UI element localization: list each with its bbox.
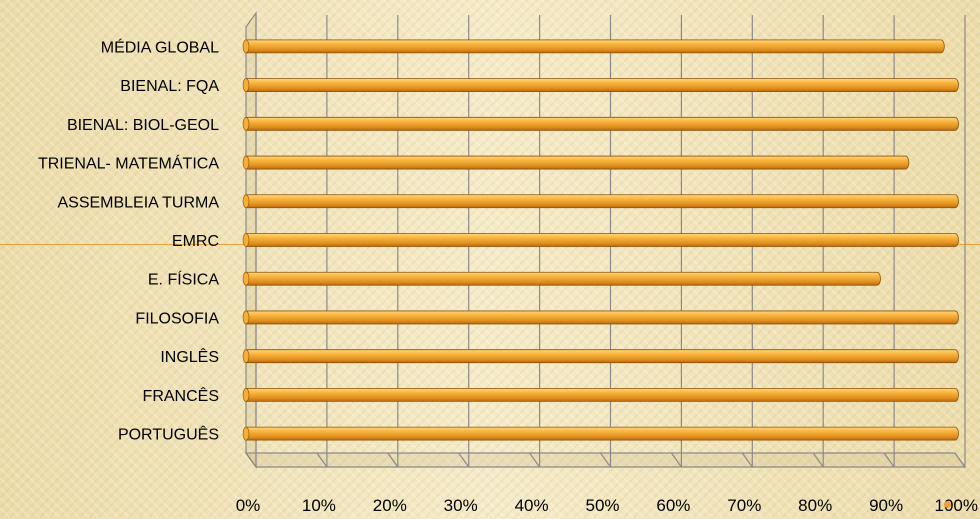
x-tick-label: 100% [935, 496, 978, 515]
corner-dot [944, 501, 951, 508]
bar [242, 155, 910, 170]
category-label: BIENAL: FQA [120, 78, 219, 95]
bar [242, 39, 945, 54]
bar [242, 426, 959, 441]
category-label: FILOSOFIA [135, 310, 219, 327]
gridline [954, 15, 966, 468]
bar [242, 78, 959, 92]
x-tick-label: 0% [236, 496, 261, 515]
category-label: MÉDIA GLOBAL [101, 37, 219, 56]
label-layer: MÉDIA GLOBAL BIENAL: FQA BIENAL: BIOL-GEOL… [38, 37, 978, 515]
x-tick-label: 90% [869, 496, 903, 515]
x-tick-label: 30% [444, 496, 478, 515]
bar [242, 310, 959, 325]
x-tick-label: 10% [302, 496, 336, 515]
bar [242, 388, 959, 402]
bar [242, 349, 959, 364]
bar [242, 194, 959, 209]
x-tick-label: 80% [798, 496, 832, 515]
x-tick-label: 50% [585, 496, 619, 515]
category-label: INGLÊS [160, 347, 219, 366]
category-label: EMRC [172, 233, 219, 250]
category-label: TRIENAL- MATEMÁTICA [38, 154, 219, 173]
bar [242, 233, 959, 247]
bar-layer [242, 39, 959, 441]
category-label: BIENAL: BIOL-GEOL [67, 117, 219, 134]
category-label: E. FÍSICA [148, 270, 219, 289]
category-label: FRANCÊS [143, 386, 219, 405]
category-label: ASSEMBLEIA TURMA [57, 194, 219, 211]
bar [242, 271, 881, 286]
x-tick-label: 20% [373, 496, 407, 515]
x-tick-label: 60% [656, 496, 690, 515]
x-tick-label: 40% [515, 496, 549, 515]
x-tick-label: 70% [727, 496, 761, 515]
category-label: PORTUGUÊS [118, 425, 219, 444]
bar [242, 116, 959, 131]
